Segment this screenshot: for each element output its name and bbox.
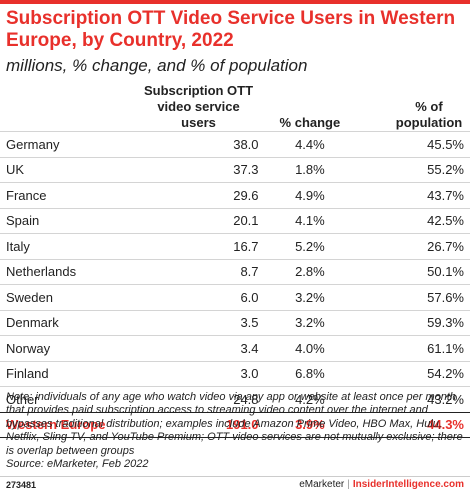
cell-change: 3.9% (258, 411, 362, 438)
cell-users-value: 6.0 (240, 289, 259, 305)
cell-change: 3.2% (258, 309, 362, 336)
header-population: % of population (361, 83, 470, 132)
cell-users-value: 16.7 (233, 238, 259, 254)
header-country (0, 83, 124, 132)
table-row: Finland 3.0 6.8% 54.2% (0, 360, 470, 387)
cell-population: 50.1% (361, 258, 470, 285)
cell-population: 59.3% (361, 309, 470, 336)
table-row: Sweden 6.0 3.2% 57.6% (0, 284, 470, 310)
cell-population: 43.7% (361, 182, 470, 208)
chart-id: 273481 (6, 480, 37, 490)
cell-users: 38.0 (124, 131, 259, 157)
cell-users-value: 3.0 (240, 366, 259, 382)
note-text: Note: individuals of any age who watch v… (6, 391, 463, 457)
cell-population: 55.2% (361, 156, 470, 183)
cell-users-value: 3.5 (240, 315, 259, 331)
table-row: Norway 3.4 4.0% 61.1% (0, 335, 470, 361)
cell-users: 29.6 (124, 182, 259, 208)
table-body: Germany 38.0 4.4% 45.5% UK 37.3 1.8% 55.2% Franc… (0, 131, 470, 438)
cell-country: Germany (0, 131, 125, 157)
cell-change: 2.8% (258, 258, 362, 285)
cell-users: 6.0 (124, 284, 259, 310)
footer-brand: eMarketer | InsiderIntelligence.com (299, 479, 464, 490)
cell-country: UK (0, 156, 125, 183)
cell-users: 24.8 (124, 386, 259, 412)
cell-users-value: 38.0 (233, 136, 259, 152)
cell-country: Spain (0, 207, 125, 234)
header-population-label: % of population (395, 99, 463, 130)
cell-country: Netherlands (0, 258, 125, 285)
cell-users-value: 24.8 (233, 391, 259, 407)
cell-users-value: 8.7 (240, 264, 259, 280)
table-row: Denmark 3.5 3.2% 59.3% (0, 309, 470, 336)
cell-change: 4.0% (258, 335, 362, 361)
source-text: Source: eMarketer, Feb 2022 (6, 458, 149, 471)
cell-population: 61.1% (361, 335, 470, 361)
cell-users: 20.1 (124, 207, 259, 234)
cell-users-value: 29.6 (233, 187, 259, 203)
cell-change: 4.9% (258, 182, 362, 208)
cell-users: 3.0 (124, 360, 259, 387)
top-accent-bar (0, 0, 470, 4)
cell-change: 5.2% (258, 233, 362, 259)
table-row: Netherlands 8.7 2.8% 50.1% (0, 258, 470, 285)
cell-country: Denmark (0, 309, 125, 336)
table-header-row: Subscription OTT video service users % c… (0, 83, 470, 132)
footer-divider (0, 476, 470, 477)
cell-country: Norway (0, 335, 125, 361)
brand-insider-intelligence: InsiderIntelligence.com (352, 479, 464, 490)
cell-country: Sweden (0, 284, 125, 310)
cell-population: 44.3% (361, 411, 470, 438)
table-row: France 29.6 4.9% 43.7% (0, 182, 470, 208)
table-row: Spain 20.1 4.1% 42.5% (0, 207, 470, 234)
cell-population: 54.2% (361, 360, 470, 387)
cell-users: 8.7 (124, 258, 259, 285)
cell-population: 43.2% (361, 386, 470, 412)
cell-change: 4.2% (258, 386, 362, 412)
chart-subtitle: millions, % change, and % of population (6, 56, 308, 75)
header-users-label: Subscription OTT video service users (144, 83, 254, 130)
cell-users-value: 191.0 (225, 417, 259, 433)
cell-population: 45.5% (361, 131, 470, 157)
cell-country: France (0, 182, 125, 208)
cell-country: Finland (0, 360, 125, 387)
brand-separator: | (347, 479, 350, 490)
cell-population: 26.7% (361, 233, 470, 259)
chart-title: Subscription OTT Video Service Users in … (6, 8, 456, 51)
cell-country: Other (0, 386, 125, 412)
cell-population: 57.6% (361, 284, 470, 310)
cell-change: 6.8% (258, 360, 362, 387)
cell-change: 1.8% (258, 156, 362, 183)
cell-users: 37.3 (124, 156, 259, 183)
cell-change: 4.1% (258, 207, 362, 234)
brand-emarketer: eMarketer (299, 479, 345, 490)
table-row: Other 24.8 4.2% 43.2% (0, 386, 470, 412)
cell-users-value: 20.1 (233, 213, 259, 229)
cell-population: 42.5% (361, 207, 470, 234)
cell-users: 191.0 (124, 411, 259, 438)
cell-country: Italy (0, 233, 125, 259)
header-users: Subscription OTT video service users (124, 83, 258, 132)
cell-users-value: 3.4 (240, 340, 259, 356)
footnote: Note: individuals of any age who watch v… (6, 391, 466, 471)
cell-users: 16.7 (124, 233, 259, 259)
cell-users: 3.5 (124, 309, 259, 336)
cell-users: 3.4 (124, 335, 259, 361)
table-row: Germany 38.0 4.4% 45.5% (0, 131, 470, 157)
cell-change: 4.4% (258, 131, 362, 157)
table-row: UK 37.3 1.8% 55.2% (0, 156, 470, 183)
data-table: Subscription OTT video service users % c… (0, 83, 470, 438)
cell-users-value: 37.3 (233, 162, 259, 178)
cell-change: 3.2% (258, 284, 362, 310)
table-row: Italy 16.7 5.2% 26.7% (0, 233, 470, 259)
header-change: % change (279, 115, 341, 130)
cell-country: Western Europe (0, 411, 125, 438)
total-row: Western Europe 191.0 3.9% 44.3% (0, 411, 470, 438)
